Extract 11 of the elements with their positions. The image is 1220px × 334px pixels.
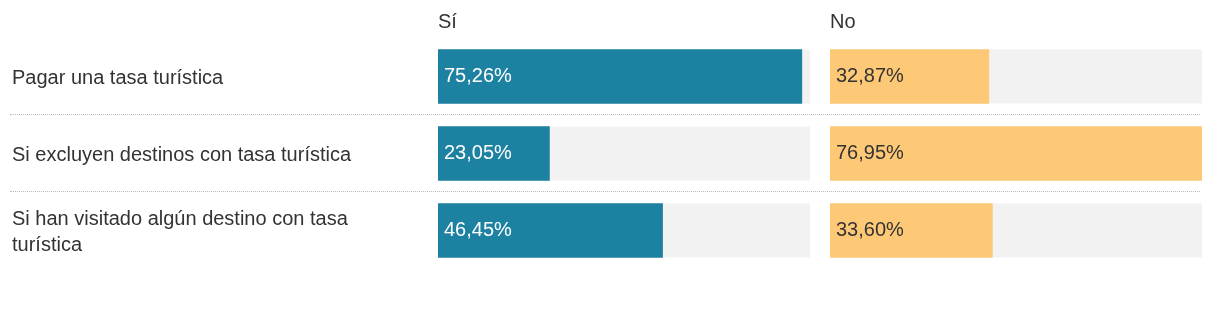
data-label: 23,05% [444,141,513,164]
chart-title: No [830,10,856,33]
y-tick-label: Si excluyen destinos con tasa turística [12,141,353,167]
y-tick-label: Pagar una tasa turística [12,64,225,90]
chart-title: Sí [438,10,457,33]
data-label: 76,95% [836,141,905,164]
data-label: 46,45% [444,218,513,241]
data-label: 32,87% [836,64,905,87]
data-label: 75,26% [444,64,513,87]
data-label: 33,60% [836,218,905,241]
y-tick-label: Si han visitado algún destino con tasa turística [12,205,349,257]
